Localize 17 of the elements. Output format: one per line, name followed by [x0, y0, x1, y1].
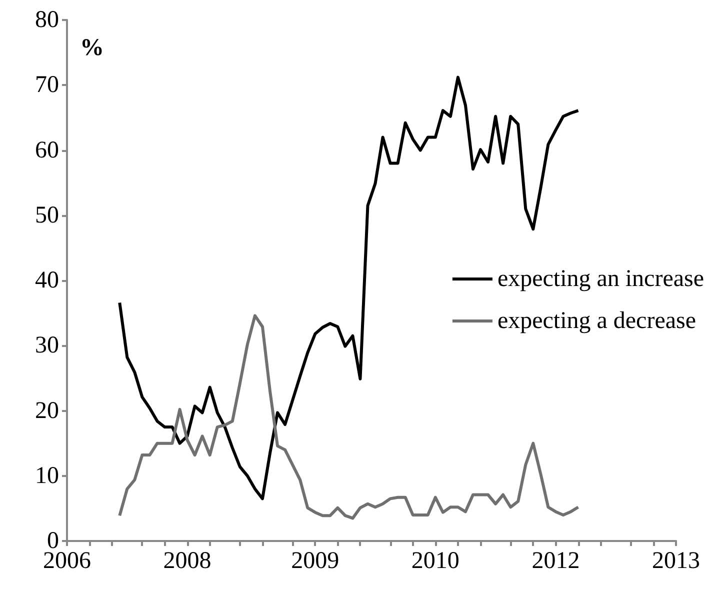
y-tick-label: 20 — [35, 398, 59, 424]
y-tick-label: 40 — [35, 268, 59, 294]
legend-label: expecting a decrease — [497, 308, 696, 334]
x-tick-label: 2013 — [652, 548, 700, 574]
x-tick-label: 2010 — [411, 548, 460, 574]
y-tick-label: 80 — [35, 7, 59, 33]
y-tick-label: 60 — [35, 137, 59, 164]
legend-label: expecting an increase — [497, 266, 704, 292]
x-tick-label: 2012 — [532, 548, 580, 574]
x-tick-label: 2009 — [291, 548, 340, 574]
x-tick-label: 2006 — [43, 548, 91, 574]
x-tick-label: 2008 — [163, 548, 212, 574]
y-axis-title: % — [80, 35, 104, 61]
y-tick-label: 50 — [35, 202, 59, 228]
y-tick-label: 10 — [35, 462, 59, 489]
y-tick-label: 30 — [35, 332, 59, 359]
y-tick-label: 70 — [35, 72, 59, 98]
